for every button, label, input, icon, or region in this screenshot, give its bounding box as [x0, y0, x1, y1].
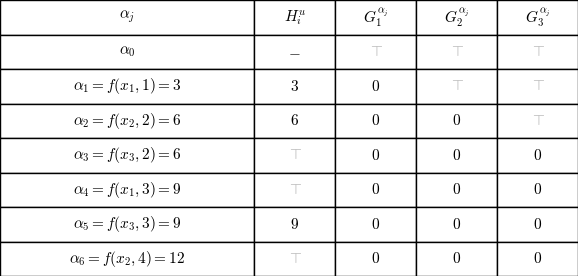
Bar [0, 69, 254, 104]
Bar [254, 104, 335, 138]
Text: $\alpha_3 = f(x_3, 2) = 6$: $\alpha_3 = f(x_3, 2) = 6$ [73, 145, 181, 165]
Bar [416, 242, 497, 276]
Text: $\alpha_4 = f(x_1, 3) = 9$: $\alpha_4 = f(x_1, 3) = 9$ [73, 180, 181, 200]
Bar [497, 34, 578, 69]
Bar [335, 69, 416, 104]
Text: $0$: $0$ [371, 79, 380, 94]
Bar [0, 0, 254, 34]
Text: $0$: $0$ [452, 217, 461, 232]
Text: $0$: $0$ [371, 113, 380, 128]
Bar [497, 69, 578, 104]
Text: $0$: $0$ [371, 182, 380, 197]
Text: $0$: $0$ [452, 113, 461, 128]
Bar [335, 34, 416, 69]
Text: $\top$: $\top$ [449, 45, 465, 59]
Text: $\alpha_2 = f(x_2, 2) = 6$: $\alpha_2 = f(x_2, 2) = 6$ [73, 111, 181, 131]
Text: $0$: $0$ [371, 217, 380, 232]
Text: $6$: $6$ [290, 113, 299, 128]
Bar [416, 69, 497, 104]
Text: $0$: $0$ [452, 251, 461, 266]
Bar [335, 207, 416, 242]
Bar [416, 104, 497, 138]
Text: $0$: $0$ [533, 148, 542, 163]
Text: $\alpha_j$: $\alpha_j$ [119, 9, 135, 25]
Bar [497, 172, 578, 207]
Bar [497, 207, 578, 242]
Text: $9$: $9$ [290, 217, 299, 232]
Text: $\alpha_5 = f(x_3, 3) = 9$: $\alpha_5 = f(x_3, 3) = 9$ [73, 214, 181, 234]
Text: $0$: $0$ [452, 182, 461, 197]
Bar [416, 207, 497, 242]
Text: $0$: $0$ [533, 182, 542, 197]
Text: $\alpha_1 = f(x_1, 1) = 3$: $\alpha_1 = f(x_1, 1) = 3$ [73, 76, 181, 96]
Text: $G_2^{\alpha_j}$: $G_2^{\alpha_j}$ [444, 6, 469, 28]
Bar [0, 138, 254, 172]
Text: $\top$: $\top$ [449, 79, 465, 93]
Bar [335, 172, 416, 207]
Text: $\top$: $\top$ [287, 252, 303, 266]
Bar [497, 104, 578, 138]
Text: $\top$: $\top$ [529, 45, 546, 59]
Bar [416, 34, 497, 69]
Text: $\top$: $\top$ [529, 114, 546, 128]
Bar [254, 207, 335, 242]
Bar [335, 242, 416, 276]
Text: $G_3^{\alpha_j}$: $G_3^{\alpha_j}$ [525, 6, 550, 28]
Text: $G_1^{\alpha_j}$: $G_1^{\alpha_j}$ [363, 6, 388, 28]
Bar [254, 242, 335, 276]
Text: $\top$: $\top$ [287, 148, 303, 162]
Text: $-$: $-$ [288, 45, 301, 59]
Bar [335, 104, 416, 138]
Bar [0, 207, 254, 242]
Text: $H_i^u$: $H_i^u$ [284, 8, 306, 27]
Text: $\top$: $\top$ [287, 183, 303, 197]
Bar [0, 172, 254, 207]
Text: $\top$: $\top$ [529, 79, 546, 93]
Bar [416, 138, 497, 172]
Bar [416, 172, 497, 207]
Text: $\top$: $\top$ [368, 45, 384, 59]
Bar [254, 69, 335, 104]
Bar [335, 0, 416, 34]
Text: $0$: $0$ [452, 148, 461, 163]
Text: $3$: $3$ [290, 79, 299, 94]
Bar [335, 138, 416, 172]
Bar [254, 138, 335, 172]
Text: $0$: $0$ [371, 148, 380, 163]
Bar [0, 34, 254, 69]
Text: $0$: $0$ [533, 217, 542, 232]
Bar [497, 0, 578, 34]
Bar [416, 0, 497, 34]
Text: $0$: $0$ [371, 251, 380, 266]
Bar [0, 104, 254, 138]
Bar [497, 242, 578, 276]
Bar [497, 138, 578, 172]
Text: $\alpha_6 = f(x_2, 4) = 12$: $\alpha_6 = f(x_2, 4) = 12$ [69, 249, 185, 269]
Bar [0, 242, 254, 276]
Text: $\alpha_0$: $\alpha_0$ [119, 44, 135, 59]
Text: $0$: $0$ [533, 251, 542, 266]
Bar [254, 34, 335, 69]
Bar [254, 0, 335, 34]
Bar [254, 172, 335, 207]
